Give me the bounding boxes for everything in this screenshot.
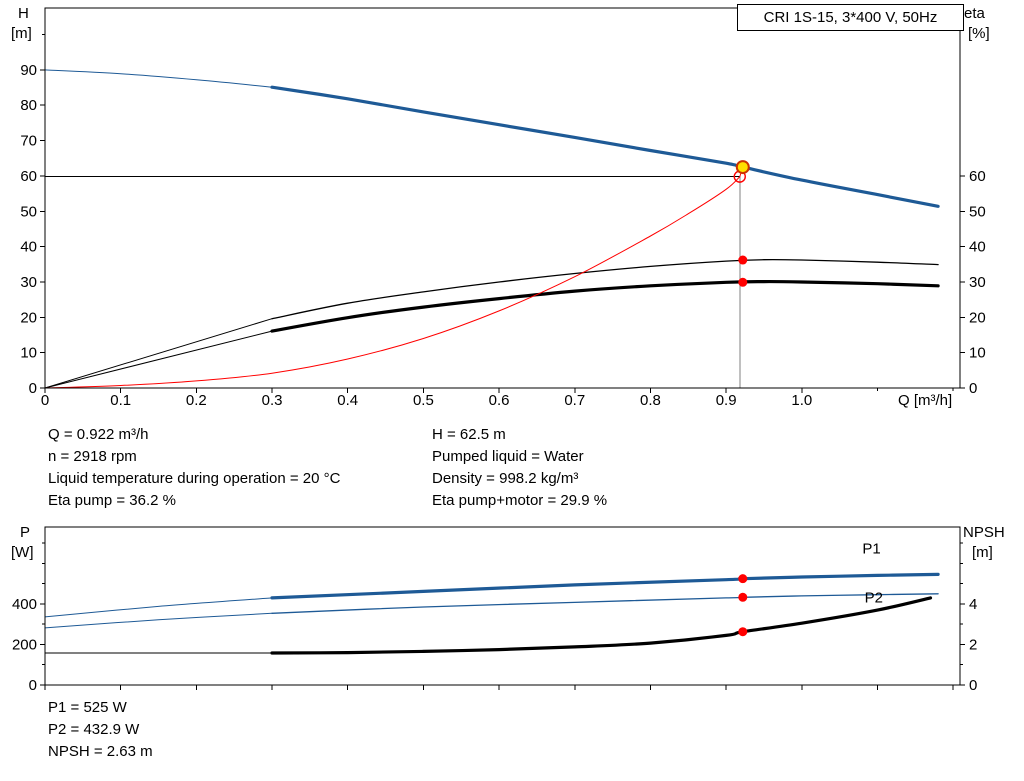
series-label-p2-label: P2 bbox=[865, 589, 883, 606]
q-axis-title: Q [m³/h] bbox=[898, 392, 953, 409]
left-tick-label: 200 bbox=[12, 636, 37, 653]
h-axis-unit: [m] bbox=[11, 25, 32, 42]
x-tick-label: 0.4 bbox=[337, 392, 358, 409]
param-p1: P1 = 525 W bbox=[48, 699, 127, 716]
curve-P2 bbox=[271, 593, 939, 614]
param-temperature: Liquid temperature during operation = 20… bbox=[48, 470, 341, 487]
pump-title: CRI 1S-15, 3*400 V, 50Hz bbox=[763, 9, 938, 26]
curve-P1 bbox=[270, 572, 940, 600]
curve-H-curve bbox=[270, 85, 940, 208]
param-head: H = 62.5 m bbox=[432, 426, 506, 443]
curve-P1-leadin bbox=[44, 597, 273, 618]
npsh-axis-unit: [m] bbox=[972, 544, 993, 561]
x-tick-label: 0.1 bbox=[110, 392, 131, 409]
x-tick-label: 0.6 bbox=[489, 392, 510, 409]
duty-params-right: H = 62.5 m Pumped liquid = Water Density… bbox=[432, 424, 607, 512]
p-axis-unit: [W] bbox=[11, 544, 34, 561]
left-tick-label: 20 bbox=[20, 309, 37, 326]
x-tick-label: 0.9 bbox=[716, 392, 737, 409]
curve-P2-leadin bbox=[44, 612, 273, 629]
left-tick-label: 40 bbox=[20, 239, 37, 256]
right-tick-label: 2 bbox=[969, 636, 977, 653]
x-tick-label: 0.3 bbox=[262, 392, 283, 409]
x-tick-label: 0.2 bbox=[186, 392, 207, 409]
left-tick-label: 30 bbox=[20, 274, 37, 291]
param-p2: P2 = 432.9 W bbox=[48, 721, 140, 738]
curve-H-curve-leadin bbox=[44, 69, 273, 88]
left-tick-label: 80 bbox=[20, 97, 37, 114]
pump-title-box: CRI 1S-15, 3*400 V, 50Hz bbox=[737, 4, 964, 31]
series-label-p1-label: P1 bbox=[862, 540, 880, 557]
param-density: Density = 998.2 kg/m³ bbox=[432, 470, 579, 487]
param-eta-pump: Eta pump = 36.2 % bbox=[48, 492, 176, 509]
npsh-axis-title: NPSH bbox=[963, 524, 1005, 541]
chart-frame bbox=[44, 7, 961, 389]
curve-eta-pump bbox=[271, 258, 939, 320]
chart-frame bbox=[44, 526, 961, 686]
curve-eta-pump-motor-leadin bbox=[44, 330, 273, 389]
right-tick-label: 4 bbox=[969, 596, 977, 613]
right-tick-label: 40 bbox=[969, 239, 986, 256]
eta-axis-title: eta bbox=[964, 5, 985, 22]
left-tick-label: 0 bbox=[29, 380, 37, 397]
param-speed: n = 2918 rpm bbox=[48, 448, 137, 465]
x-tick-label: 0.7 bbox=[564, 392, 585, 409]
x-tick-label: 1.0 bbox=[791, 392, 812, 409]
x-tick-label: 0 bbox=[41, 392, 49, 409]
left-tick-label: 60 bbox=[20, 168, 37, 185]
param-npsh: NPSH = 2.63 m bbox=[48, 743, 153, 760]
curve-eta-pump-leadin bbox=[44, 318, 273, 389]
marker-eta-pump-point bbox=[738, 255, 748, 265]
right-tick-label: 20 bbox=[969, 309, 986, 326]
right-tick-label: 0 bbox=[969, 677, 977, 694]
h-axis-title: H bbox=[18, 5, 29, 22]
marker-operating-point bbox=[735, 160, 750, 175]
curve-system-curve bbox=[44, 176, 741, 389]
eta-axis-unit: [%] bbox=[968, 25, 990, 42]
curve-NPSH bbox=[270, 596, 933, 655]
right-tick-label: 0 bbox=[969, 380, 977, 397]
left-tick-label: 0 bbox=[29, 677, 37, 694]
marker-p2-point bbox=[738, 592, 748, 602]
x-tick-label: 0.8 bbox=[640, 392, 661, 409]
left-tick-label: 50 bbox=[20, 203, 37, 220]
left-tick-label: 90 bbox=[20, 62, 37, 79]
x-tick-label: 0.5 bbox=[413, 392, 434, 409]
param-flow: Q = 0.922 m³/h bbox=[48, 426, 149, 443]
param-liquid: Pumped liquid = Water bbox=[432, 448, 584, 465]
left-tick-label: 400 bbox=[12, 596, 37, 613]
left-tick-label: 10 bbox=[20, 345, 37, 362]
power-params: P1 = 525 W P2 = 432.9 W NPSH = 2.63 m bbox=[48, 697, 153, 763]
right-tick-label: 10 bbox=[969, 345, 986, 362]
p-axis-title: P bbox=[20, 524, 31, 541]
right-tick-label: 30 bbox=[969, 274, 986, 291]
curve-eta-pump-motor bbox=[270, 279, 940, 333]
param-eta-pump-motor: Eta pump+motor = 29.9 % bbox=[432, 492, 608, 509]
right-tick-label: 60 bbox=[969, 168, 986, 185]
marker-p1-point bbox=[738, 574, 748, 584]
left-tick-label: 70 bbox=[20, 133, 37, 150]
marker-npsh-point bbox=[738, 627, 748, 637]
right-tick-label: 50 bbox=[969, 203, 986, 220]
marker-eta-pump-motor-point bbox=[738, 277, 748, 287]
duty-params-left: Q = 0.922 m³/h n = 2918 rpm Liquid tempe… bbox=[48, 424, 340, 512]
